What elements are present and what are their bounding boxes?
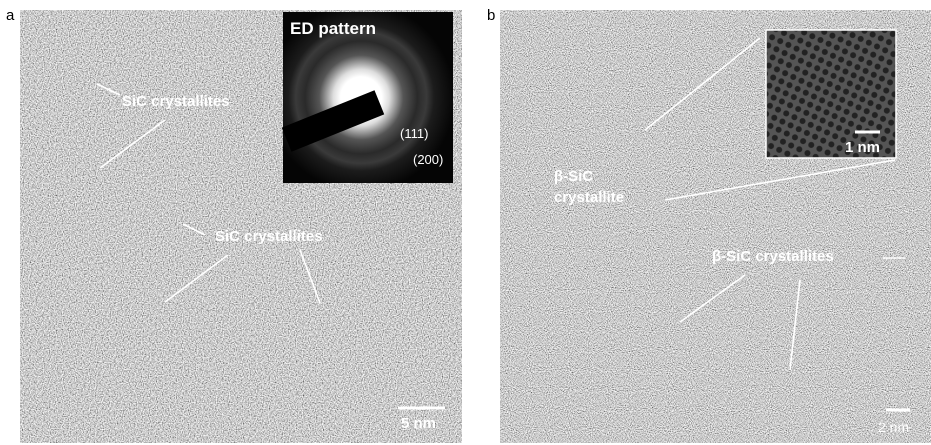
panel-label: b: [487, 7, 495, 24]
annotation: SiC crystallites: [215, 228, 323, 245]
panel-label: a: [6, 7, 15, 24]
inset-title: ED pattern: [290, 19, 376, 38]
ring-label: (111): [400, 126, 428, 141]
scale-label: 2 nm: [878, 419, 909, 435]
annotation: crystallite: [554, 189, 624, 206]
scale-label: 1 nm: [845, 139, 880, 156]
page: a ED pattern (111) (200) SiC crystallite…: [0, 0, 931, 445]
annotation: SiC crystallites: [122, 93, 230, 110]
annotation: β-SiC: [554, 168, 593, 185]
ring-label: (200): [413, 152, 443, 167]
annotation: β-SiC crystallites: [712, 248, 834, 265]
scale-label: 5 nm: [401, 415, 436, 432]
figure: a ED pattern (111) (200) SiC crystallite…: [0, 0, 931, 445]
